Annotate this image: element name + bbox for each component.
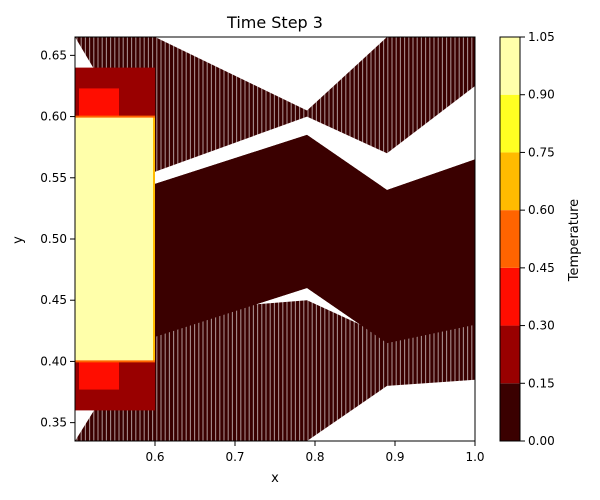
colorbar-segment [500,94,520,153]
x-axis: 0.6 0.7 0.8 0.9 1.0 [145,441,485,464]
colorbar-segment [500,152,520,211]
colorbar-segment [500,37,520,95]
x-tick-label: 1.0 [465,450,484,464]
y-axis-label: y [11,236,26,244]
x-tick-label: 0.6 [145,450,164,464]
y-tick-label: 0.50 [40,232,67,246]
y-tick-label: 0.45 [40,293,67,307]
y-axis: 0.35 0.40 0.45 0.50 0.55 0.60 0.65 [40,48,75,430]
colorbar-segment [500,383,520,441]
colorbar: 0.00 0.15 0.30 0.45 0.60 0.75 0.90 1.05 [499,30,555,448]
colorbar-segment [500,210,520,268]
colorbar-tick-label: 0.30 [528,319,555,333]
cold-band-solid [155,134,475,344]
colorbar-frame [499,36,521,442]
colorbar-tick-label: 0.45 [528,261,555,275]
colorbar-tick-label: 0.15 [528,376,555,390]
colorbar-segment [500,267,520,326]
colorbar-tick-label: 1.05 [528,30,555,44]
hot-block-region [75,116,155,362]
hot-block-edge [153,116,155,362]
colorbar-label: Temperature [567,199,582,282]
x-axis-label: x [271,471,279,486]
y-tick-label: 0.55 [40,171,67,185]
y-tick-label: 0.40 [40,354,67,368]
colorbar-tick-label: 0.90 [528,88,555,102]
left-edge-blocks [75,67,155,411]
colorbar-tick-label: 0.75 [528,145,555,159]
y-tick-label: 0.65 [40,48,67,62]
x-tick-label: 0.8 [305,450,324,464]
colorbar-tick-label: 0.00 [528,434,555,448]
plot-area [75,37,475,441]
y-tick-label: 0.35 [40,416,67,430]
colorbar-tick-label: 0.60 [528,203,555,217]
x-tick-label: 0.9 [385,450,404,464]
colorbar-segment [500,325,520,384]
hot-block-fringe [75,115,155,363]
chart-title: Time Step 3 [226,13,323,32]
x-tick-label: 0.7 [225,450,244,464]
y-tick-label: 0.60 [40,110,67,124]
edge-block [79,88,119,117]
edge-block [79,361,119,390]
